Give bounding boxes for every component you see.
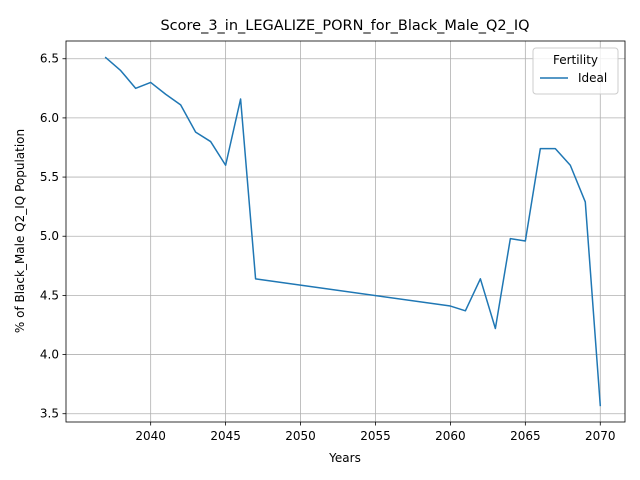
x-tick-label: 2055 (360, 429, 391, 443)
y-tick-label: 5.5 (40, 170, 59, 184)
x-tick-label: 2050 (285, 429, 316, 443)
series-layer (104, 56, 602, 407)
y-tick-label: 5.0 (40, 229, 59, 243)
legend: Fertility Ideal (532, 47, 619, 95)
y-tick-label: 4.5 (40, 288, 59, 302)
plot-frame (65, 40, 626, 423)
x-tick-label: 2060 (435, 429, 466, 443)
legend-box (532, 47, 619, 95)
y-tick-label: 6.0 (40, 111, 59, 125)
legend-label-ideal: Ideal (578, 71, 607, 85)
x-tick-label: 2040 (135, 429, 166, 443)
x-axis-label: Years (328, 451, 361, 465)
x-tick-label: 2065 (510, 429, 541, 443)
x-axis-ticks: 2040 2045 2050 2055 2060 2065 2070 (135, 422, 616, 443)
y-axis-ticks: 3.5 4.0 4.5 5.0 5.5 6.0 6.5 (40, 52, 66, 421)
x-tick-label: 2070 (585, 429, 616, 443)
y-tick-label: 4.0 (40, 348, 59, 362)
chart-title: Score_3_in_LEGALIZE_PORN_for_Black_Male_… (160, 18, 529, 34)
legend-title: Fertility (553, 53, 598, 67)
series-line-ideal (104, 56, 602, 407)
y-tick-label: 6.5 (40, 52, 59, 66)
y-axis-label: % of Black_Male Q2_IQ Population (13, 129, 27, 333)
grid-lines (66, 41, 625, 422)
y-tick-label: 3.5 (40, 407, 59, 421)
x-tick-label: 2045 (210, 429, 241, 443)
